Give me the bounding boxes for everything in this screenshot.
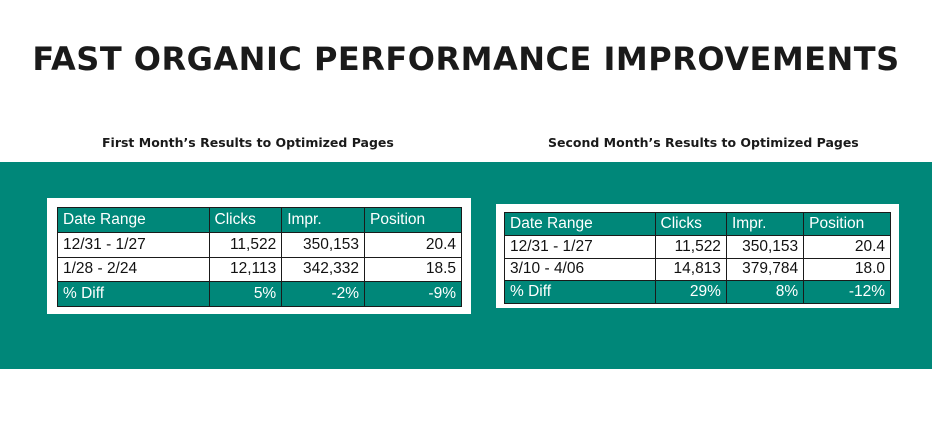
column-header-clicks: Clicks: [208, 207, 283, 233]
percent-diff-row: % Diff 5% -2% -9%: [57, 281, 462, 307]
first-month-table-card: Date Range Clicks Impr. Position 12/31 -…: [47, 198, 471, 314]
table-header-row: Date Range Clicks Impr. Position: [504, 212, 891, 236]
column-header-date-range: Date Range: [504, 212, 656, 236]
table-header-row: Date Range Clicks Impr. Position: [57, 207, 462, 233]
clicks-diff-cell: 29%: [654, 280, 727, 304]
second-month-caption: Second Month’s Results to Optimized Page…: [548, 135, 859, 150]
column-header-impressions: Impr.: [281, 207, 366, 233]
position-diff-cell: -9%: [364, 281, 462, 307]
impressions-cell: 350,153: [281, 231, 366, 258]
impressions-cell: 342,332: [281, 256, 366, 283]
clicks-cell: 11,522: [208, 231, 283, 258]
diff-label-cell: % Diff: [57, 281, 210, 307]
position-cell: 20.4: [803, 234, 891, 259]
column-header-clicks: Clicks: [654, 212, 727, 236]
position-cell: 20.4: [364, 231, 462, 258]
impressions-diff-cell: -2%: [281, 281, 366, 307]
position-cell: 18.0: [803, 257, 891, 282]
clicks-cell: 14,813: [654, 257, 727, 282]
clicks-diff-cell: 5%: [208, 281, 283, 307]
table-row: 1/28 - 2/24 12,113 342,332 18.5: [57, 256, 462, 283]
impressions-cell: 350,153: [725, 234, 805, 259]
table-row: 3/10 - 4/06 14,813 379,784 18.0: [504, 257, 891, 282]
date-range-cell: 12/31 - 1/27: [504, 234, 656, 259]
date-range-cell: 3/10 - 4/06: [504, 257, 656, 282]
diff-label-cell: % Diff: [504, 280, 656, 304]
impressions-diff-cell: 8%: [725, 280, 805, 304]
position-cell: 18.5: [364, 256, 462, 283]
position-diff-cell: -12%: [803, 280, 891, 304]
percent-diff-row: % Diff 29% 8% -12%: [504, 280, 891, 304]
impressions-cell: 379,784: [725, 257, 805, 282]
page-title: FAST ORGANIC PERFORMANCE IMPROVEMENTS: [32, 40, 900, 78]
column-header-date-range: Date Range: [57, 207, 210, 233]
column-header-position: Position: [364, 207, 462, 233]
column-header-position: Position: [803, 212, 891, 236]
column-header-impressions: Impr.: [725, 212, 805, 236]
second-month-table-card: Date Range Clicks Impr. Position 12/31 -…: [496, 204, 899, 308]
clicks-cell: 12,113: [208, 256, 283, 283]
first-month-results-table: Date Range Clicks Impr. Position 12/31 -…: [57, 207, 462, 307]
second-month-results-table: Date Range Clicks Impr. Position 12/31 -…: [504, 212, 891, 304]
date-range-cell: 1/28 - 2/24: [57, 256, 210, 283]
first-month-caption: First Month’s Results to Optimized Pages: [102, 135, 394, 150]
date-range-cell: 12/31 - 1/27: [57, 231, 210, 258]
table-row: 12/31 - 1/27 11,522 350,153 20.4: [57, 231, 462, 258]
clicks-cell: 11,522: [654, 234, 727, 259]
table-row: 12/31 - 1/27 11,522 350,153 20.4: [504, 234, 891, 259]
